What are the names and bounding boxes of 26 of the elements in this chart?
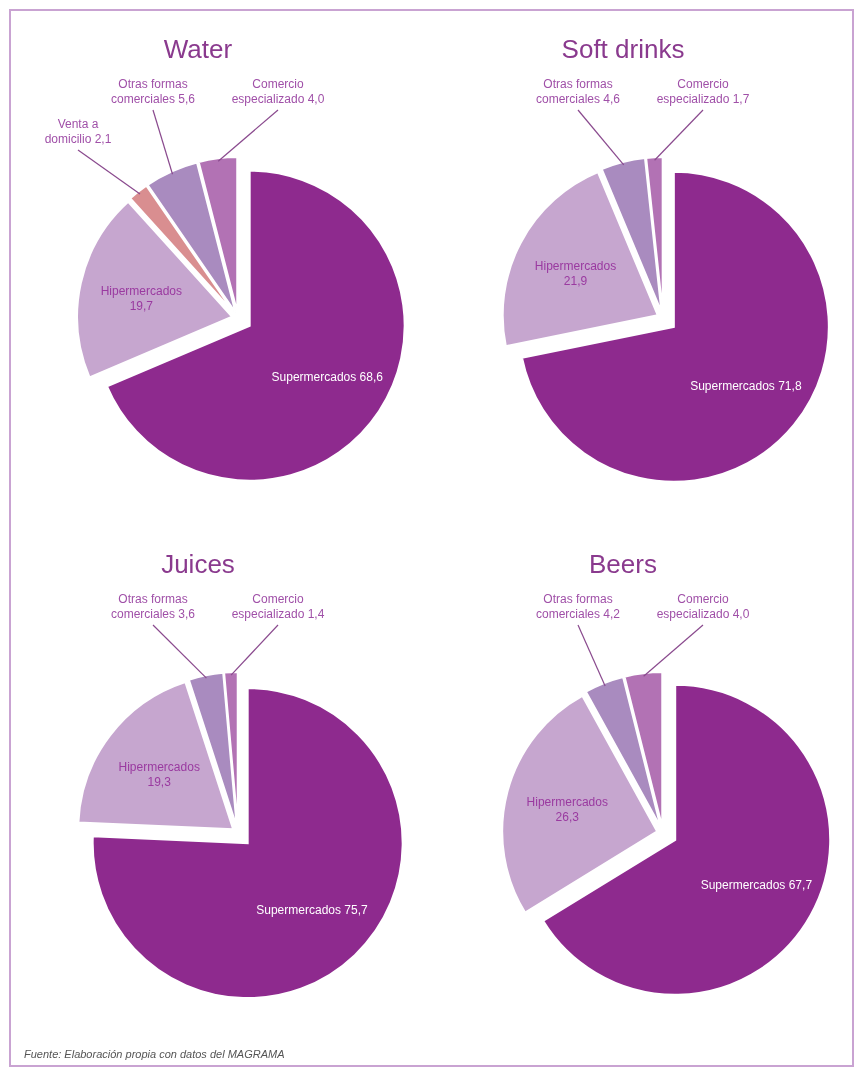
- chart-title: Water: [163, 34, 233, 64]
- chart-title: Juices: [161, 549, 235, 579]
- slice-label: Supermercados 67,7: [700, 878, 813, 893]
- slice-label: Comercio especializado 4,0: [231, 77, 325, 106]
- slice-label: Otras formas comerciales 4,6: [535, 77, 621, 106]
- chart-title: Soft drinks: [561, 34, 685, 64]
- slice-label: Comercio especializado 4,0: [656, 592, 750, 621]
- source-note: Fuente: Elaboración propia con datos del MAGRAMA: [24, 1048, 285, 1060]
- slice-label: Otras formas comerciales 5,6: [110, 77, 196, 106]
- slice-label: Comercio especializado 1,4: [231, 592, 325, 621]
- data-label: 19,3: [147, 775, 172, 790]
- slice-label: Venta a domicilio 2,1: [44, 117, 112, 146]
- slice-label: Hipermercados: [100, 283, 182, 298]
- slice-label: Hipermercados: [526, 794, 608, 809]
- slice-label: Comercio especializado 1,7: [656, 77, 750, 106]
- slice-label: Hipermercados: [534, 258, 617, 273]
- slice-label: Otras formas comerciales 4,2: [535, 592, 621, 621]
- slice-label: Supermercados 75,7: [256, 903, 368, 918]
- slice-label: Otras formas comerciales 3,6: [110, 592, 196, 621]
- slice-label: Supermercados 68,6: [271, 370, 384, 385]
- chart-title: Beers: [589, 549, 657, 579]
- slice-label: Hipermercados: [118, 760, 200, 775]
- data-label: 21,9: [563, 273, 588, 288]
- data-label: 26,3: [555, 809, 580, 824]
- data-label: 19,7: [129, 298, 154, 313]
- slice-label: Supermercados 71,8: [690, 378, 802, 393]
